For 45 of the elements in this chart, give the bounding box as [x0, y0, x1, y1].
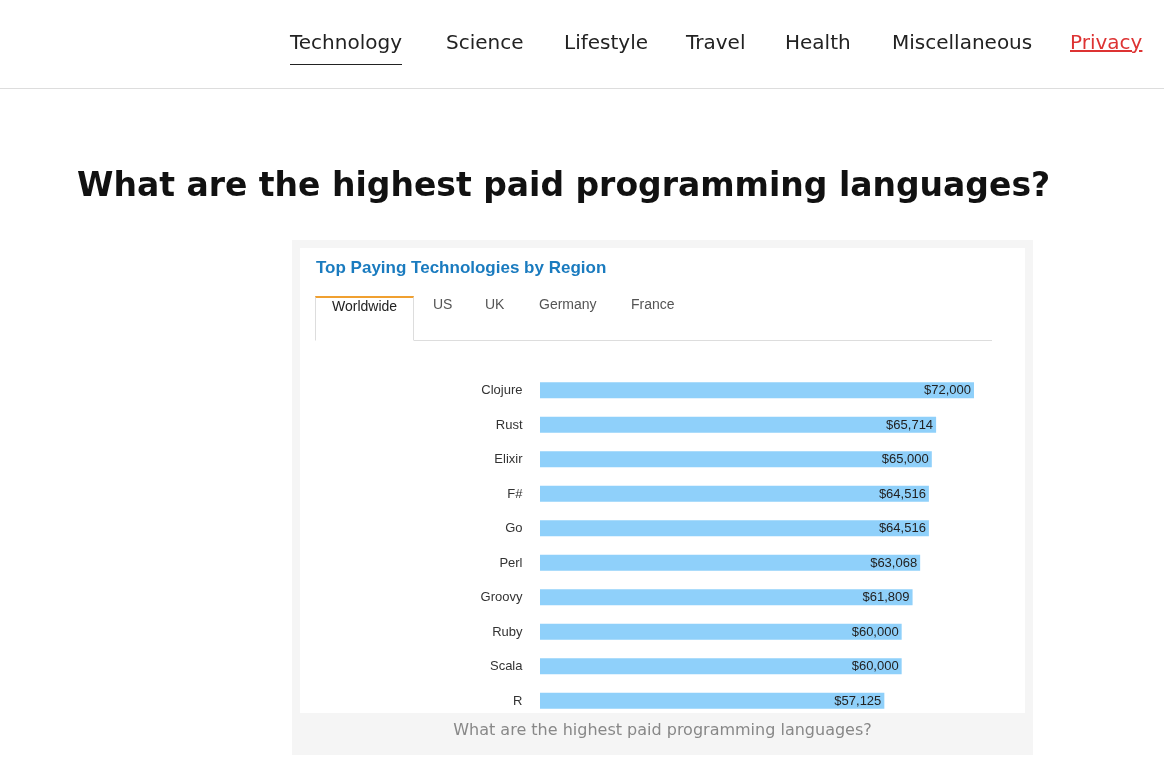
- data-label: $63,068: [870, 554, 918, 570]
- data-label: $64,516: [878, 485, 926, 501]
- chart-title: What are the highest paid programming languages?: [77, 165, 1051, 204]
- y-tick-label: Perl: [499, 554, 523, 570]
- y-tick-label: Go: [505, 520, 523, 536]
- y-tick-label: F#: [507, 485, 524, 501]
- text: What are the highest paid programming languages?: [452, 720, 873, 739]
- bar: [540, 382, 974, 399]
- bar: [540, 485, 929, 502]
- bar: [540, 554, 921, 571]
- text: Privacy: [1070, 30, 1143, 54]
- data-label: $64,516: [878, 520, 926, 536]
- data-label: $57,125: [834, 692, 882, 708]
- text: UK: [484, 296, 506, 314]
- y-tick-label: Scala: [489, 658, 524, 674]
- text: Travel: [686, 30, 746, 54]
- text: US: [432, 296, 454, 314]
- bar: [540, 623, 902, 640]
- data-label: $60,000: [851, 623, 899, 639]
- chart-subtitle: Top Paying Technologies by Region: [316, 258, 607, 278]
- data-label: $72,000: [924, 382, 971, 398]
- bar: [540, 416, 937, 433]
- bar: [540, 589, 913, 606]
- data-label: $61,809: [862, 589, 910, 605]
- y-tick-label: Rust: [495, 416, 523, 432]
- text: France: [630, 296, 676, 314]
- y-tick-label: Ruby: [492, 623, 523, 639]
- bar: [540, 451, 932, 468]
- text: Science: [446, 30, 524, 54]
- bar: [540, 520, 929, 537]
- y-tick-label: R: [513, 692, 523, 708]
- y-tick-label: Groovy: [480, 589, 523, 605]
- bar: [540, 658, 902, 675]
- y-tick-label: Elixir: [494, 451, 524, 467]
- bar: [540, 692, 885, 709]
- data-label: $60,000: [851, 658, 899, 674]
- data-label: $65,000: [881, 451, 929, 467]
- text: Germany: [538, 296, 598, 314]
- text: Technology: [290, 30, 403, 65]
- text: Worldwide: [315, 296, 415, 341]
- text: Miscellaneous: [892, 30, 1033, 54]
- data-label: $65,714: [886, 416, 934, 432]
- text: Health: [785, 30, 851, 54]
- text: Lifestyle: [564, 30, 649, 54]
- y-tick-label: Clojure: [481, 382, 523, 398]
